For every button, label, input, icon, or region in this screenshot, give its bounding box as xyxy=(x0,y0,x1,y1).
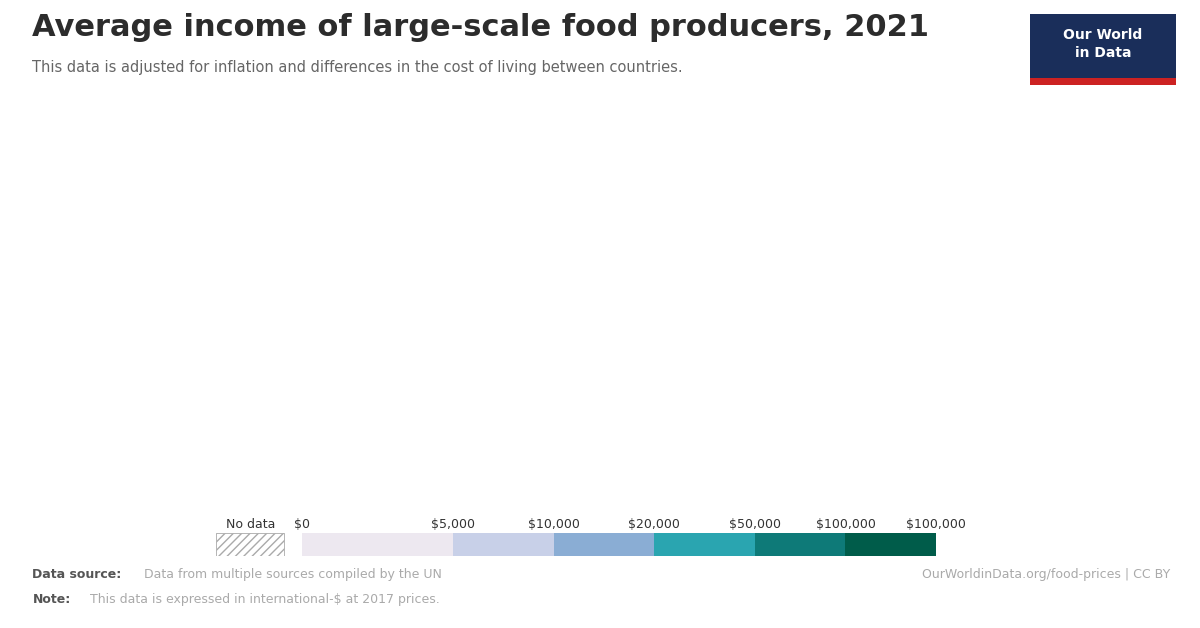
Bar xyxy=(1030,78,1176,85)
Bar xyxy=(454,533,554,556)
Text: $10,000: $10,000 xyxy=(528,518,580,531)
Text: Note:: Note: xyxy=(32,593,71,607)
Text: $0: $0 xyxy=(294,518,311,531)
Text: Data source:: Data source: xyxy=(32,568,121,582)
Text: Our World
in Data: Our World in Data xyxy=(1063,28,1142,60)
Text: OurWorldinData.org/food-prices | CC BY: OurWorldinData.org/food-prices | CC BY xyxy=(922,568,1170,582)
Text: Average income of large-scale food producers, 2021: Average income of large-scale food produ… xyxy=(32,13,930,41)
Bar xyxy=(654,533,755,556)
Text: Data from multiple sources compiled by the UN: Data from multiple sources compiled by t… xyxy=(144,568,442,582)
Bar xyxy=(554,533,654,556)
Text: $20,000: $20,000 xyxy=(629,518,680,531)
Text: This data is expressed in international-$ at 2017 prices.: This data is expressed in international-… xyxy=(90,593,439,607)
Bar xyxy=(216,533,284,556)
Text: $5,000: $5,000 xyxy=(431,518,475,531)
Text: $100,000: $100,000 xyxy=(816,518,876,531)
Text: $100,000: $100,000 xyxy=(906,518,966,531)
Bar xyxy=(755,533,846,556)
Bar xyxy=(302,533,454,556)
Text: No data: No data xyxy=(226,518,275,531)
FancyBboxPatch shape xyxy=(1030,14,1176,85)
Bar xyxy=(846,533,936,556)
Text: $50,000: $50,000 xyxy=(728,518,781,531)
Text: This data is adjusted for inflation and differences in the cost of living betwee: This data is adjusted for inflation and … xyxy=(32,60,683,75)
